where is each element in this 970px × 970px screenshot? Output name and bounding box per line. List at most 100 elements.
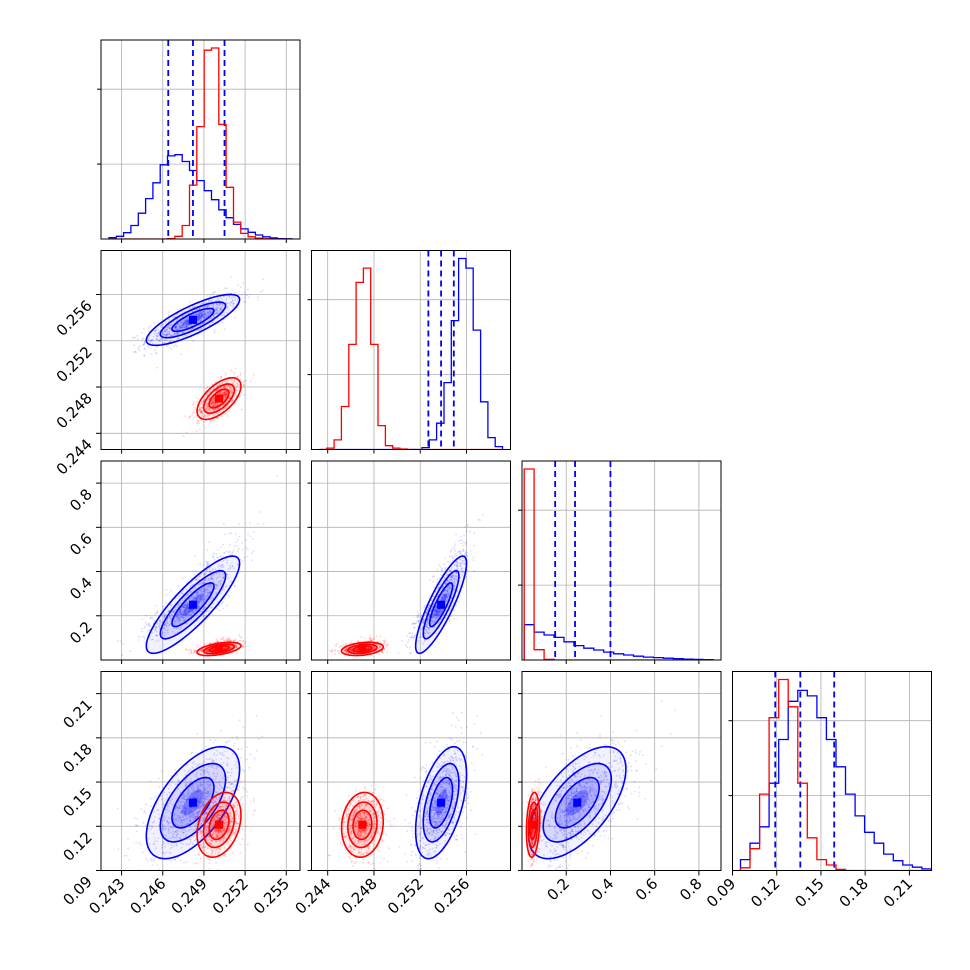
scatter-point	[198, 329, 201, 331]
scatter-point	[245, 645, 247, 648]
scatter-point	[183, 325, 186, 328]
scatter-point	[151, 338, 154, 341]
scatter-point	[236, 298, 239, 300]
scatter-point	[233, 545, 236, 547]
scatter-point	[459, 564, 462, 567]
scatter-point	[168, 624, 171, 627]
scatter-point	[233, 380, 236, 383]
scatter-point	[179, 327, 182, 330]
scatter-point	[196, 811, 198, 814]
scatter-point	[181, 326, 183, 329]
scatter-point	[170, 613, 173, 616]
scatter-point	[184, 812, 186, 814]
scatter-point	[229, 391, 232, 393]
scatter-point	[276, 475, 279, 478]
scatter-point	[372, 645, 375, 648]
scatter-point	[206, 549, 209, 552]
scatter-point	[209, 606, 212, 609]
scatter-point	[180, 807, 183, 810]
scatter-point	[175, 616, 178, 618]
scatter-point	[434, 613, 436, 616]
scatter-point	[444, 582, 447, 585]
scatter-point	[367, 648, 369, 650]
scatter-point	[187, 605, 190, 608]
scatter-point	[230, 532, 233, 535]
scatter-point	[221, 638, 224, 641]
scatter-point	[232, 302, 235, 305]
scatter-point	[196, 583, 199, 586]
scatter-point	[251, 559, 254, 562]
scatter-point	[182, 331, 185, 334]
scatter-point	[241, 559, 244, 562]
scatter-point	[173, 332, 176, 335]
scatter-point	[207, 560, 209, 563]
scatter-point	[202, 322, 205, 324]
density-peak	[188, 315, 197, 324]
scatter-point	[176, 613, 179, 616]
scatter-point	[409, 652, 412, 655]
scatter-point	[466, 525, 468, 527]
scatter-point	[145, 623, 148, 626]
scatter-point	[206, 569, 208, 571]
scatter-point	[178, 595, 181, 597]
scatter-point	[240, 408, 243, 411]
scatter-point	[205, 427, 208, 429]
scatter-point	[167, 823, 170, 825]
scatter-point	[179, 613, 182, 616]
scatter-point	[464, 526, 467, 528]
contour-line	[428, 582, 454, 628]
scatter-point	[215, 572, 218, 575]
scatter-point	[202, 587, 205, 590]
scatter-point	[201, 590, 204, 593]
scatter-point	[213, 404, 215, 406]
scatter-point	[179, 611, 181, 614]
scatter-point	[204, 313, 206, 316]
scatter-point	[443, 593, 446, 596]
scatter-point	[181, 606, 184, 609]
scatter-point	[164, 334, 167, 336]
scatter-point	[219, 310, 221, 312]
scatter-point	[225, 311, 228, 314]
scatter-point	[230, 645, 233, 648]
scatter-point	[176, 618, 179, 620]
scatter-point	[211, 419, 214, 422]
scatter-point	[464, 554, 466, 557]
scatter-point	[186, 604, 189, 607]
scatter-point	[223, 311, 225, 314]
scatter-point	[235, 387, 238, 390]
scatter-point	[245, 539, 248, 541]
scatter-point	[262, 278, 264, 280]
scatter-point	[450, 549, 453, 552]
scatter-point	[155, 626, 158, 628]
scatter-point	[211, 309, 214, 312]
scatter-point	[186, 319, 189, 321]
scatter-point	[185, 612, 187, 614]
scatter-point	[232, 304, 234, 307]
scatter-point	[197, 812, 199, 814]
scatter-point	[205, 387, 207, 390]
scatter-point	[209, 294, 212, 297]
scatter-point	[194, 650, 196, 652]
scatter-point	[149, 334, 151, 337]
scatter-point	[221, 566, 224, 569]
scatter-point	[217, 640, 220, 643]
scatter-point	[440, 567, 443, 570]
scatter-point	[167, 617, 170, 619]
scatter-point	[422, 642, 424, 645]
scatter-point	[180, 321, 183, 323]
scatter-point	[213, 398, 215, 401]
scatter-point	[355, 649, 358, 652]
scatter-point	[165, 602, 168, 605]
scatter-point	[454, 553, 457, 556]
scatter-point	[446, 589, 449, 591]
scatter-point	[213, 399, 216, 402]
scatter-point	[197, 592, 199, 595]
scatter-point	[441, 596, 444, 598]
scatter-point	[262, 522, 265, 525]
scatter-point	[180, 326, 183, 329]
scatter-point	[160, 324, 163, 327]
scatter-point	[418, 619, 421, 622]
scatter-point	[338, 646, 341, 649]
scatter-point	[164, 615, 166, 618]
scatter-point	[212, 649, 215, 652]
